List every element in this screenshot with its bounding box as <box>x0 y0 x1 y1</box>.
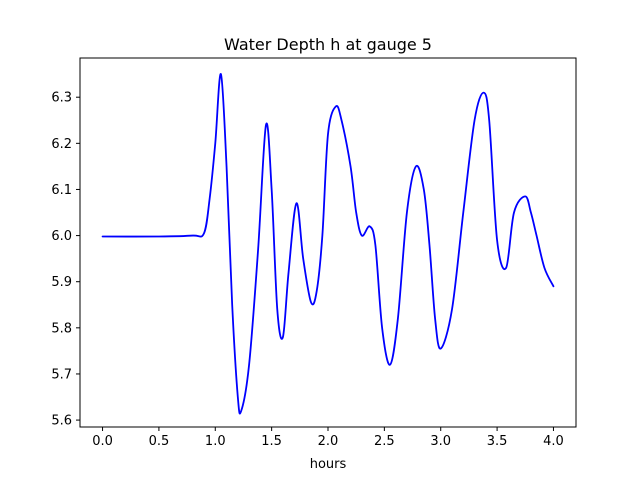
y-tick-label: 6.3 <box>51 91 72 106</box>
y-tick-label: 5.8 <box>51 321 72 336</box>
series-line <box>101 73 555 415</box>
y-tick-label: 5.6 <box>51 414 72 429</box>
plot-frame <box>79 57 577 428</box>
y-tick-label: 6.1 <box>51 183 72 198</box>
x-tick-label: 1.0 <box>205 434 226 449</box>
y-tick-label: 5.9 <box>51 275 72 290</box>
x-tick-label: 0.0 <box>92 434 113 449</box>
axis-ticks: 0.0 0.5 1.0 1.5 2.0 2.5 3.0 3.5 4.0 5.6 5.7 5.8 5.9 6… <box>51 91 563 449</box>
x-tick-label: 3.5 <box>487 434 508 449</box>
x-tick-label: 1.5 <box>261 434 282 449</box>
y-tick-label: 6.0 <box>51 229 72 244</box>
x-axis-label: hours <box>310 457 347 472</box>
chart-title: Water Depth h at gauge 5 <box>224 35 432 54</box>
x-tick-label: 4.0 <box>543 434 564 449</box>
x-tick-label: 3.0 <box>430 434 451 449</box>
x-tick-label: 2.0 <box>318 434 339 449</box>
x-tick-label: 0.5 <box>149 434 170 449</box>
y-tick-label: 5.7 <box>51 367 72 382</box>
x-tick-label: 2.5 <box>374 434 395 449</box>
y-tick-label: 6.2 <box>51 137 72 152</box>
